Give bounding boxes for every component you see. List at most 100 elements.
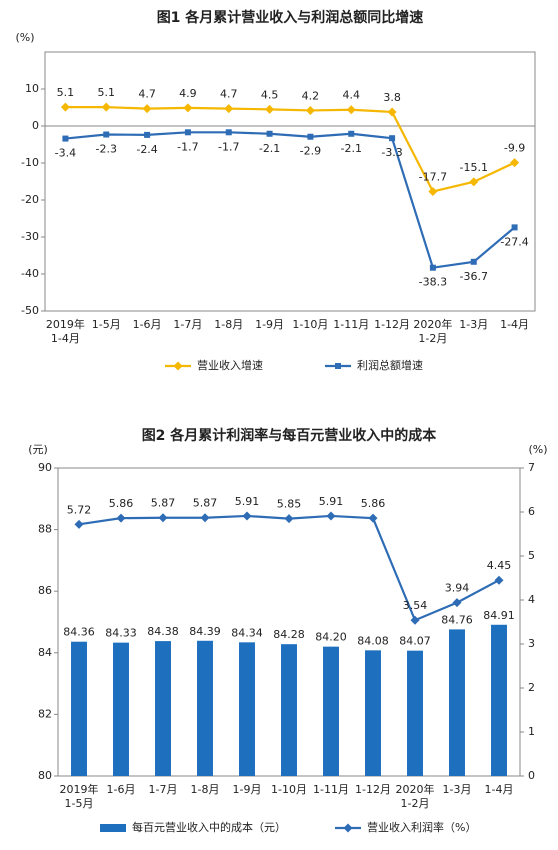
data-label: -9.9 xyxy=(504,142,525,155)
x-tick-label: 1-3月 xyxy=(443,783,472,796)
marker xyxy=(305,105,315,115)
marker xyxy=(494,575,504,585)
legend-label: 每百元营业收入中的成本（元） xyxy=(132,820,286,834)
x-tick-label: 1-8月 xyxy=(214,318,243,331)
bar xyxy=(449,629,465,776)
data-label: 3.94 xyxy=(445,582,470,595)
data-label: 3.54 xyxy=(403,599,428,612)
data-label: 5.86 xyxy=(109,497,134,510)
data-label: 3.8 xyxy=(383,91,401,104)
legend-label: 利润总额增速 xyxy=(357,358,423,372)
marker xyxy=(184,129,191,136)
bar-label: 84.33 xyxy=(105,627,137,640)
x-tick-label: 1-7月 xyxy=(173,318,202,331)
y-tick-label: 10 xyxy=(25,82,39,95)
data-label: 5.1 xyxy=(98,86,116,99)
bar-label: 84.20 xyxy=(315,631,347,644)
y-tick-label: 80 xyxy=(38,769,52,782)
data-label: -2.4 xyxy=(136,143,157,156)
x-tick-label: 2019年 1-4月 xyxy=(46,317,85,345)
y-tick-label: 82 xyxy=(38,707,52,720)
x-tick-label: 1-8月 xyxy=(191,783,220,796)
x-tick-label: 1-10月 xyxy=(271,783,307,796)
data-label: 4.5 xyxy=(261,88,279,101)
data-label: -27.4 xyxy=(500,235,528,248)
bar xyxy=(113,642,129,776)
marker xyxy=(387,107,397,117)
data-label: 5.72 xyxy=(67,503,92,516)
x-tick-label: 1-12月 xyxy=(355,783,391,796)
marker xyxy=(348,130,355,137)
data-label: 5.86 xyxy=(361,497,386,510)
marker xyxy=(60,102,70,112)
y2-tick-label: 5 xyxy=(528,549,535,562)
bar-label: 84.34 xyxy=(231,626,263,639)
data-label: 5.1 xyxy=(57,86,75,99)
x-tick-label: 2020年 1-2月 xyxy=(413,317,452,345)
data-label: 5.91 xyxy=(235,495,260,508)
bar xyxy=(323,646,339,776)
y-tick-label: -50 xyxy=(21,304,39,317)
marker xyxy=(470,258,477,265)
marker xyxy=(173,361,183,371)
chart-title: 图1 各月累计营业收入与利润总额同比增速 xyxy=(157,9,424,26)
marker xyxy=(410,615,420,625)
x-tick-label: 1-9月 xyxy=(255,318,284,331)
y-tick-label: -30 xyxy=(21,230,39,243)
y2-tick-label: 6 xyxy=(528,505,535,518)
bar-label: 84.08 xyxy=(357,634,389,647)
x-tick-label: 1-3月 xyxy=(459,318,488,331)
data-label: 4.2 xyxy=(302,89,320,102)
marker xyxy=(428,186,438,196)
y-tick-label: -10 xyxy=(21,156,39,169)
bar-label: 84.38 xyxy=(147,625,179,638)
marker xyxy=(307,133,314,140)
y-tick-label: -40 xyxy=(21,267,39,280)
marker xyxy=(101,102,111,112)
data-label: 4.9 xyxy=(179,87,197,100)
bar xyxy=(365,650,381,776)
y2-tick-label: 2 xyxy=(528,681,535,694)
marker xyxy=(158,513,168,523)
data-label: -38.3 xyxy=(419,276,447,289)
marker xyxy=(265,104,275,114)
marker xyxy=(469,177,479,187)
legend-swatch xyxy=(100,824,126,832)
bar xyxy=(155,641,171,776)
y2-axis-unit: (%) xyxy=(528,443,547,456)
data-label: 4.4 xyxy=(343,89,361,102)
marker xyxy=(389,135,396,142)
marker xyxy=(346,105,356,115)
y-tick-label: -20 xyxy=(21,193,39,206)
legend-label: 营业收入利润率（%） xyxy=(367,820,476,834)
data-label: -2.3 xyxy=(96,143,117,156)
data-label: -2.1 xyxy=(341,142,362,155)
x-tick-label: 1-5月 xyxy=(92,318,121,331)
marker xyxy=(326,511,336,521)
marker xyxy=(511,224,518,231)
data-label: 5.87 xyxy=(151,497,176,510)
marker xyxy=(284,514,294,524)
legend-label: 营业收入增速 xyxy=(197,358,263,372)
data-label: -17.7 xyxy=(419,170,447,183)
x-tick-label: 1-11月 xyxy=(313,783,349,796)
data-label: -15.1 xyxy=(460,161,488,174)
y-tick-label: 88 xyxy=(38,523,52,536)
bar xyxy=(281,644,297,776)
y2-tick-label: 0 xyxy=(528,769,535,782)
x-tick-label: 1-9月 xyxy=(233,783,262,796)
marker xyxy=(510,158,520,168)
data-label: -2.9 xyxy=(300,145,321,158)
y2-tick-label: 3 xyxy=(528,637,535,650)
data-label: 5.91 xyxy=(319,495,344,508)
plot-frame xyxy=(44,51,536,312)
x-tick-label: 1-11月 xyxy=(333,318,369,331)
y2-tick-label: 7 xyxy=(528,461,535,474)
marker xyxy=(452,598,462,608)
x-tick-label: 1-12月 xyxy=(374,318,410,331)
y-tick-label: 0 xyxy=(32,119,39,132)
bar-label: 84.36 xyxy=(63,626,95,639)
data-label: -2.1 xyxy=(259,142,280,155)
data-label: 4.7 xyxy=(220,88,238,101)
